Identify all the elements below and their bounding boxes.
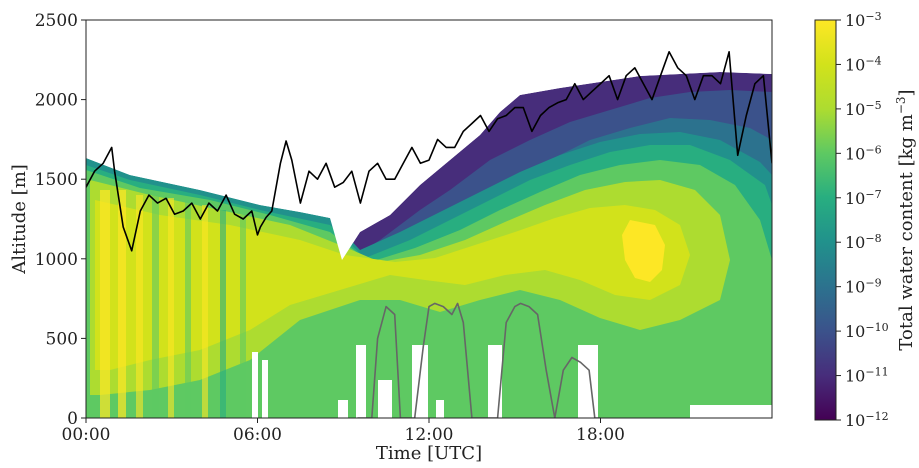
colorbar-title-main: Total water content [kg m xyxy=(896,114,917,350)
x-axis: 00:00 06:00 12:00 18:00 xyxy=(62,418,625,445)
x-tick-label: 06:00 xyxy=(233,425,282,445)
colorbar-tick-label: 10−12 xyxy=(845,410,889,431)
colorbar-tick-label: 10−8 xyxy=(845,232,882,253)
y-tick-label: 2000 xyxy=(35,91,78,111)
colorbar-tick-label: 10−10 xyxy=(845,321,889,342)
colorbar-tick-label: 10−7 xyxy=(845,187,882,208)
x-tick-label: 00:00 xyxy=(62,425,111,445)
y-tick-label: 500 xyxy=(46,329,78,349)
y-axis-title: Altitude [m] xyxy=(9,164,30,275)
contour-field xyxy=(86,20,772,418)
colorbar-title-exponent: −3 xyxy=(894,96,908,114)
convective-stripes xyxy=(100,190,246,418)
colorbar-tick-label: 10−9 xyxy=(845,276,882,297)
colorbar-tick-label: 10−4 xyxy=(845,54,882,75)
y-tick-label: 1500 xyxy=(35,170,78,190)
x-axis-title: Time [UTC] xyxy=(376,443,482,464)
colorbar-tick-label: 10−3 xyxy=(845,10,882,31)
x-tick-label: 12:00 xyxy=(405,425,454,445)
y-tick-label: 0 xyxy=(67,409,78,429)
colorbar-title-suffix: ] xyxy=(896,89,917,96)
x-tick-label: 18:00 xyxy=(576,425,625,445)
colorbar-tick-label: 10−5 xyxy=(845,98,882,119)
lines xyxy=(86,51,772,418)
y-tick-label: 2500 xyxy=(35,11,78,31)
clear-sky-gaps xyxy=(86,20,772,418)
contour-band-1e-3 xyxy=(622,220,665,282)
plot-area xyxy=(85,19,773,419)
y-tick-label: 1000 xyxy=(35,250,78,270)
colorbar-title: Total water content [kg m−3] xyxy=(894,89,917,350)
precip-line xyxy=(357,302,601,418)
cloud-top-line xyxy=(86,51,772,252)
colorbar-gradient xyxy=(814,19,837,421)
colorbar-tick-label: 10−11 xyxy=(845,365,889,386)
y-axis: 0 500 1000 1500 2000 2500 xyxy=(35,11,86,429)
colorbar-ticks: 10−12 10−11 10−10 10−9 10−8 10−7 10−6 10−5 10−4 1… xyxy=(836,10,889,431)
colorbar: 10−12 10−11 10−10 10−9 10−8 10−7 10−6 10−5 10−4 1… xyxy=(814,10,917,431)
colorbar-tick-label: 10−6 xyxy=(845,143,882,164)
